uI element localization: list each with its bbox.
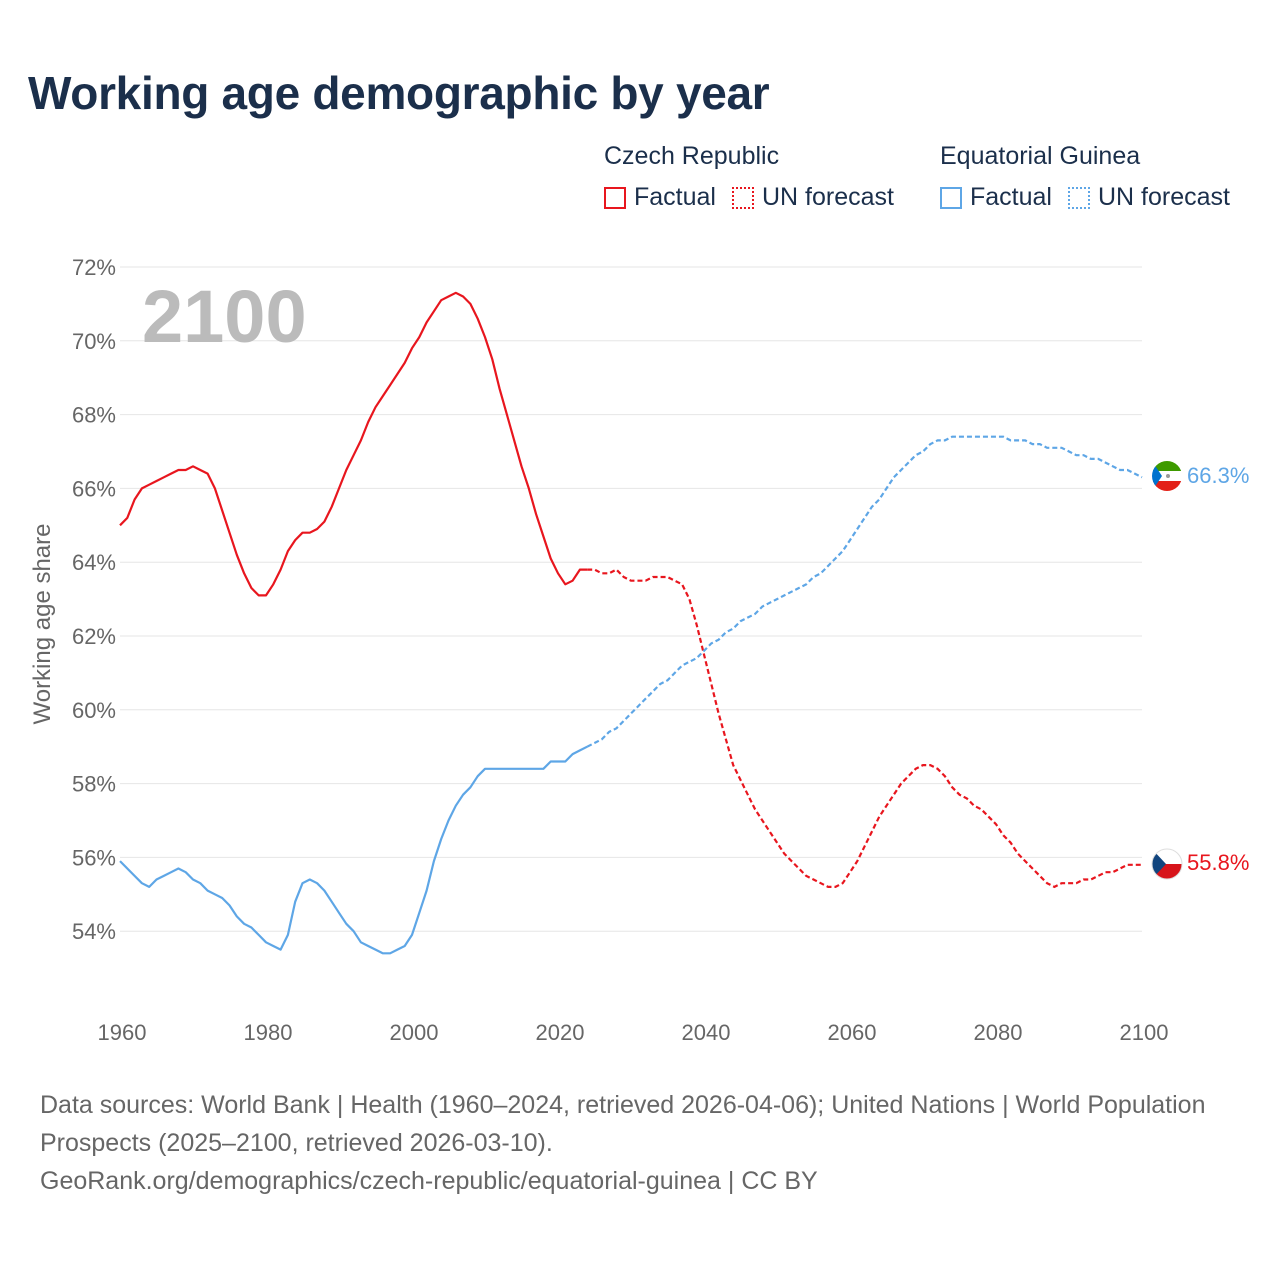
x-tick-label: 2000 [390,1020,439,1045]
end-label-czech: 55.8% [1187,850,1249,875]
footer-sources: Data sources: World Bank | Health (1960–… [40,1091,1206,1157]
footer: Data sources: World Bank | Health (1960–… [40,1086,1220,1200]
legend-eqg-forecast[interactable]: UN forecast [1067,183,1230,212]
y-tick-label: 66% [72,476,116,501]
x-tick-label: 2100 [1120,1020,1169,1045]
legend-czech-title: Czech Republic [604,142,780,170]
x-tick-label: 2020 [536,1020,585,1045]
legend-czech-factual-swatch [604,186,626,209]
flag-eqg-icon [1152,461,1182,491]
y-tick-label: 60% [72,698,116,723]
y-tick-label: 72% [72,255,116,280]
legend-czech: Czech Republic Factual UN forecast [604,142,910,212]
y-tick-label: 54% [72,919,116,944]
legend-czech-factual[interactable]: Factual [604,183,716,212]
legend-eqg-forecast-swatch [1067,186,1090,209]
y-tick-label: 64% [72,550,116,575]
grid-lines [120,266,1142,932]
legend-czech-forecast-swatch [731,186,754,209]
end-label-eqg: 66.3% [1187,463,1249,488]
y-tick-label: 68% [72,403,116,428]
legend-eqg: Equatorial Guinea Factual UN forecast [940,142,1230,212]
x-tick-label: 2060 [828,1020,877,1045]
y-tick-label: 70% [72,329,116,354]
legend-czech-forecast-label: UN forecast [761,183,894,211]
legend-eqg-factual-label: Factual [970,183,1052,211]
x-tick-label: 2080 [974,1020,1023,1045]
y-axis-label: Working age share [29,524,56,725]
chart-title: Working age demographic by year [28,67,770,119]
x-tick-labels: 1960 1980 2000 2020 2040 2060 2080 2100 [98,1020,1169,1045]
series-line-eqg-forecast[interactable] [586,435,1143,748]
series-line-czech-factual[interactable] [119,291,588,597]
series-lines [119,291,1143,955]
legend-czech-forecast[interactable]: UN forecast [731,183,894,212]
legend-eqg-factual[interactable]: Factual [940,183,1052,212]
legend-eqg-forecast-label: UN forecast [1097,183,1230,211]
x-tick-label: 2040 [682,1020,731,1045]
series-line-czech-forecast[interactable] [587,568,1142,889]
y-tick-label: 62% [72,624,116,649]
legend-czech-factual-label: Factual [634,183,716,211]
flag-czech-icon [1151,848,1183,880]
year-overlay: 2100 [142,275,307,358]
legend-eqg-factual-swatch [940,186,962,209]
legend-eqg-title: Equatorial Guinea [940,142,1141,170]
y-tick-label: 58% [72,772,116,797]
x-tick-label: 1980 [244,1020,293,1045]
x-tick-label: 1960 [98,1020,147,1045]
y-tick-labels: 54% 56% 58% 60% 62% 64% 66% 68% 70% 72% [72,255,116,944]
footer-url[interactable]: GeoRank.org/demographics/czech-republic/… [40,1167,818,1195]
y-tick-label: 56% [72,845,116,870]
series-line-eqg-factual[interactable] [119,745,588,955]
